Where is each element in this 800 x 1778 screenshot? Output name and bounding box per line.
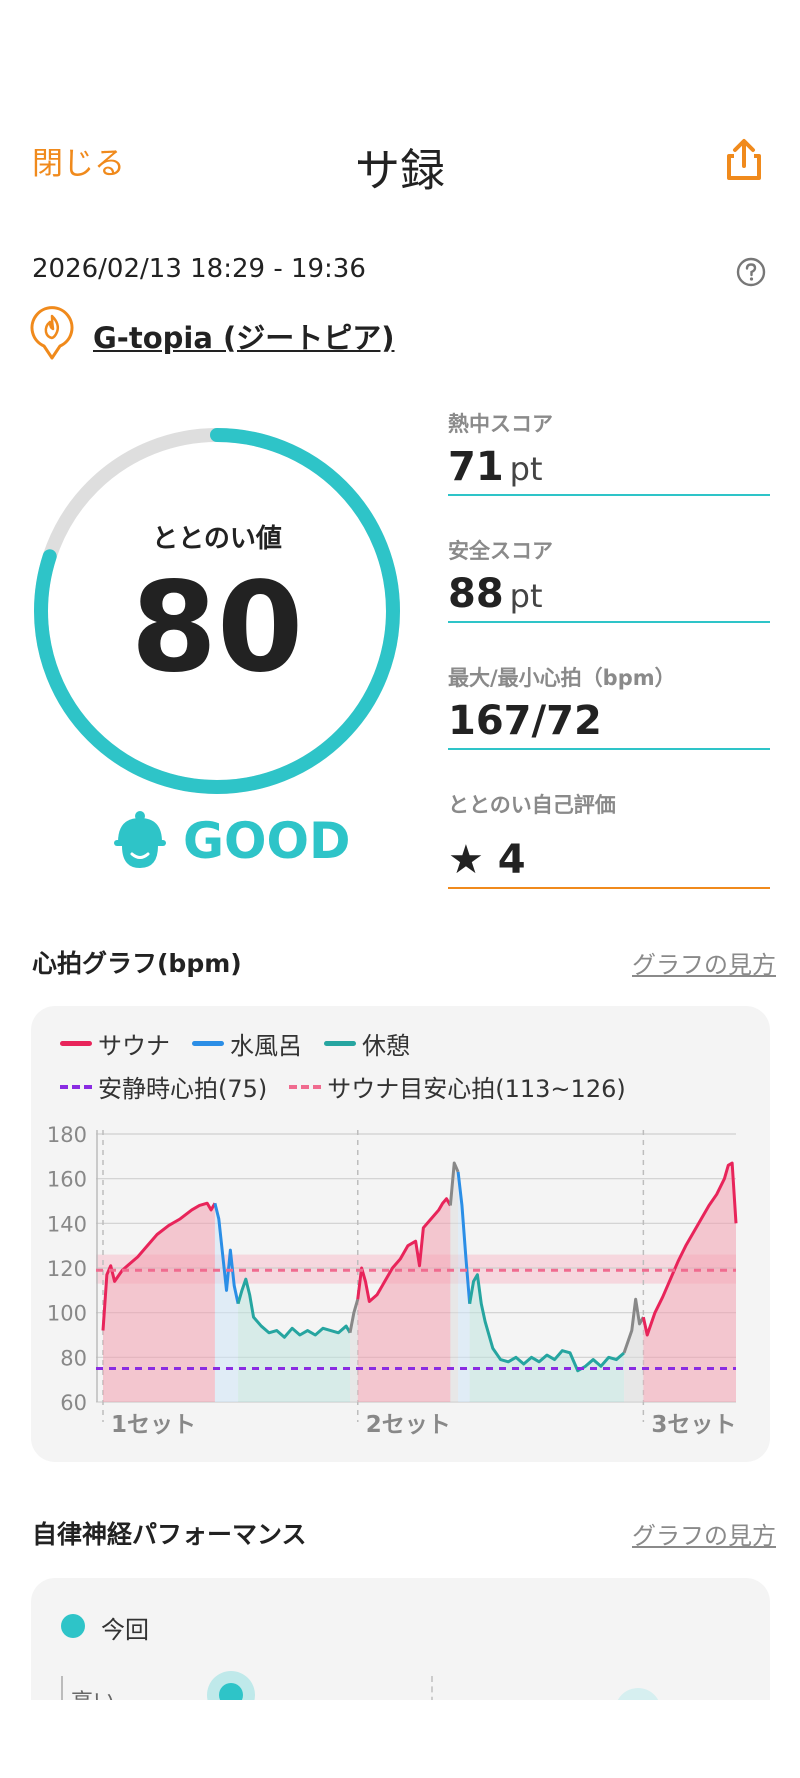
legend-swatch	[60, 1084, 92, 1089]
safety-score-label: 安全スコア	[448, 539, 553, 563]
totonoi-gauge	[34, 428, 400, 794]
safety-score: 安全スコア 88 pt	[448, 535, 770, 623]
divider	[448, 887, 770, 889]
area-sauna	[643, 1163, 736, 1402]
legend-swatch	[324, 1041, 356, 1046]
heat-score-unit: pt	[509, 450, 543, 488]
series-line-sauna	[101, 1201, 217, 1331]
safety-score-unit: pt	[509, 577, 543, 615]
totonoi-label: ととのい値	[152, 524, 282, 554]
area-sauna	[103, 1203, 215, 1402]
chart-legend: サウナ 水風呂 休憩	[60, 1026, 432, 1061]
heart-graph-help-link[interactable]: グラフの見方	[632, 951, 776, 979]
area-rest	[238, 1279, 351, 1402]
legend-current-label: 今回	[101, 1616, 149, 1644]
legend-swatch	[192, 1041, 224, 1046]
heat-score-label: 熱中スコア	[448, 412, 553, 436]
legend-label: サウナ	[98, 1032, 170, 1060]
series-line-other	[448, 1161, 460, 1206]
help-icon[interactable]	[735, 256, 767, 288]
heart-rate-label: 最大/最小心拍（bpm）	[448, 666, 676, 690]
series-line-rest	[236, 1277, 352, 1339]
heat-score-value: 71	[448, 444, 504, 490]
set-label: 2セット	[366, 1412, 451, 1438]
heart-graph-title: 心拍グラフ(bpm)	[32, 949, 242, 978]
divider	[448, 621, 770, 623]
y-tick-label: 140	[47, 1212, 87, 1236]
gauge-progress	[34, 428, 400, 794]
heart-rate-value: 167/72	[448, 698, 602, 744]
ans-help-link[interactable]: グラフの見方	[632, 1522, 776, 1550]
series-line-water	[213, 1202, 240, 1305]
y-tick-label: 80	[60, 1346, 87, 1370]
legend-swatch	[60, 1041, 92, 1046]
bottom-fade	[0, 1700, 800, 1778]
heat-score: 熱中スコア 71 pt	[448, 408, 770, 496]
set-label: 3セット	[651, 1412, 736, 1438]
area-sauna	[357, 1198, 451, 1402]
legend-current-dot	[61, 1614, 85, 1638]
legend-rest: 休憩	[324, 1026, 410, 1061]
divider	[448, 748, 770, 750]
self-eval-value: ★ 4	[448, 837, 526, 883]
series-line-other	[348, 1298, 360, 1334]
heart-rate-range: 最大/最小心拍（bpm） 167/72	[448, 662, 770, 750]
totonoi-value: 80	[130, 556, 304, 700]
ans-title: 自律神経パフォーマンス	[32, 1520, 307, 1549]
legend-label: 休憩	[362, 1032, 410, 1060]
y-tick-label: 100	[47, 1302, 87, 1326]
area-water	[214, 1203, 239, 1402]
legend-label: サウナ目安心拍(113~126)	[327, 1075, 626, 1103]
legend-label: 安静時心拍(75)	[98, 1075, 268, 1103]
place-name-link[interactable]: G-topia (ジートピア)	[93, 321, 395, 355]
self-eval-label: ととのい自己評価	[448, 793, 616, 817]
chart-legend-lines: 安静時心拍(75) サウナ目安心拍(113~126)	[60, 1069, 648, 1104]
set-label: 1セット	[111, 1412, 196, 1438]
close-button[interactable]: 閉じる	[32, 146, 125, 182]
session-datetime: 2026/02/13 18:29 - 19:36	[32, 254, 366, 284]
safety-score-value: 88	[448, 571, 504, 617]
y-tick-label: 60	[60, 1391, 87, 1415]
sauna-place-icon	[30, 306, 74, 360]
legend-swatch	[289, 1084, 322, 1089]
legend-sauna: サウナ	[60, 1026, 170, 1061]
legend-label: 水風呂	[230, 1032, 302, 1060]
y-tick-label: 180	[47, 1123, 87, 1147]
y-tick-label: 160	[47, 1168, 87, 1192]
y-tick-label: 120	[47, 1257, 87, 1281]
totonoi-status: GOOD	[183, 812, 351, 870]
series-line-water	[456, 1171, 472, 1304]
area-rest	[469, 1274, 625, 1402]
status-mascot-icon	[114, 811, 166, 868]
legend-sauna-target: サウナ目安心拍(113~126)	[289, 1069, 626, 1104]
self-evaluation: ととのい自己評価 ★ 4	[448, 789, 770, 889]
heart-rate-chart: 180 160 140 120 100 80 60 1セット 2セット 3セット	[47, 1123, 738, 1438]
area-water	[458, 1171, 470, 1402]
divider	[448, 494, 770, 496]
share-icon[interactable]	[720, 136, 768, 184]
legend-water: 水風呂	[192, 1026, 302, 1061]
legend-resting-hr: 安静時心拍(75)	[60, 1069, 267, 1104]
series-line-rest	[468, 1273, 626, 1373]
series-line-sauna	[356, 1197, 452, 1303]
series-line-sauna	[641, 1161, 738, 1337]
area-other	[450, 1163, 459, 1402]
series-line-other	[622, 1297, 645, 1354]
page-title: サ録	[354, 144, 445, 197]
